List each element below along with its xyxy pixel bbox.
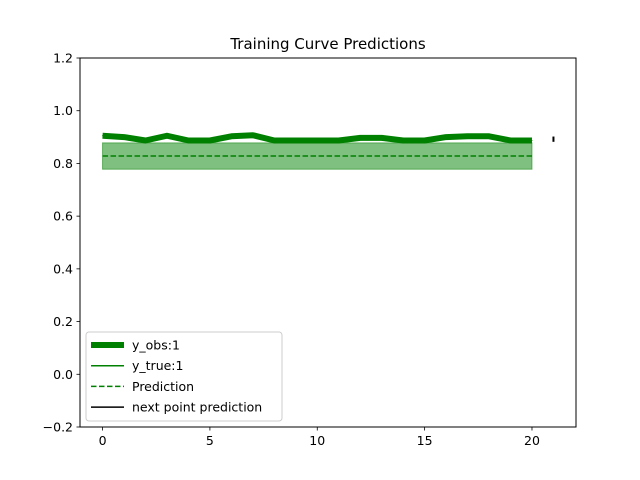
legend-label: next point prediction bbox=[132, 400, 262, 415]
y-tick-label: 0.6 bbox=[53, 209, 73, 224]
y-obs-point bbox=[467, 135, 469, 137]
y-tick-label: 0.0 bbox=[53, 367, 73, 382]
y-obs-point bbox=[230, 135, 232, 137]
y-obs-point bbox=[424, 139, 426, 141]
legend: y_obs:1 y_true:1 Prediction next point pred… bbox=[85, 331, 283, 422]
y-tick-label: 0.8 bbox=[53, 156, 73, 171]
y-obs-point bbox=[381, 137, 383, 139]
series-layer bbox=[102, 132, 555, 157]
y-obs-point bbox=[187, 139, 189, 141]
y-tick-label: −0.2 bbox=[43, 420, 73, 435]
x-axis: 0 5 10 15 20 bbox=[99, 427, 540, 448]
prediction-band bbox=[102, 142, 533, 170]
y-tick-label: 0.4 bbox=[53, 261, 73, 276]
y-tick-label: 0.2 bbox=[53, 314, 73, 329]
prediction-band-layer bbox=[102, 142, 533, 170]
legend-label: y_obs:1 bbox=[132, 338, 180, 353]
x-tick-label: 10 bbox=[309, 433, 325, 448]
y-obs-point bbox=[338, 139, 340, 141]
y-obs-point bbox=[144, 139, 146, 141]
legend-box bbox=[85, 331, 283, 422]
y-tick-label: 1.0 bbox=[53, 103, 73, 118]
y-axis: −0.2 0.0 0.2 0.4 0.6 0.8 1.0 1.2 bbox=[43, 51, 80, 435]
y-obs-point bbox=[445, 136, 447, 138]
y-obs-point bbox=[510, 139, 512, 141]
legend-label: y_true:1 bbox=[132, 358, 183, 373]
y-obs-point bbox=[273, 139, 275, 141]
y-obs-point bbox=[102, 135, 104, 137]
legend-label: Prediction bbox=[132, 379, 194, 394]
y-obs-point bbox=[295, 139, 297, 141]
y-obs-point bbox=[252, 134, 254, 136]
y-obs-point bbox=[531, 139, 533, 141]
x-tick-label: 15 bbox=[417, 433, 433, 448]
y-obs-point bbox=[123, 136, 125, 138]
y-obs-point bbox=[316, 139, 318, 141]
chart-title: Training Curve Predictions bbox=[229, 35, 425, 53]
y-tick-label: 1.2 bbox=[53, 51, 73, 66]
y-obs-point bbox=[402, 139, 404, 141]
y-obs-point bbox=[166, 135, 168, 137]
y-obs-point bbox=[488, 135, 490, 137]
x-tick-label: 20 bbox=[524, 433, 540, 448]
plot-frame bbox=[79, 57, 577, 428]
x-tick-label: 0 bbox=[99, 433, 107, 448]
y-obs-point bbox=[209, 139, 211, 141]
y-obs-point bbox=[359, 137, 361, 139]
x-tick-label: 5 bbox=[206, 433, 214, 448]
